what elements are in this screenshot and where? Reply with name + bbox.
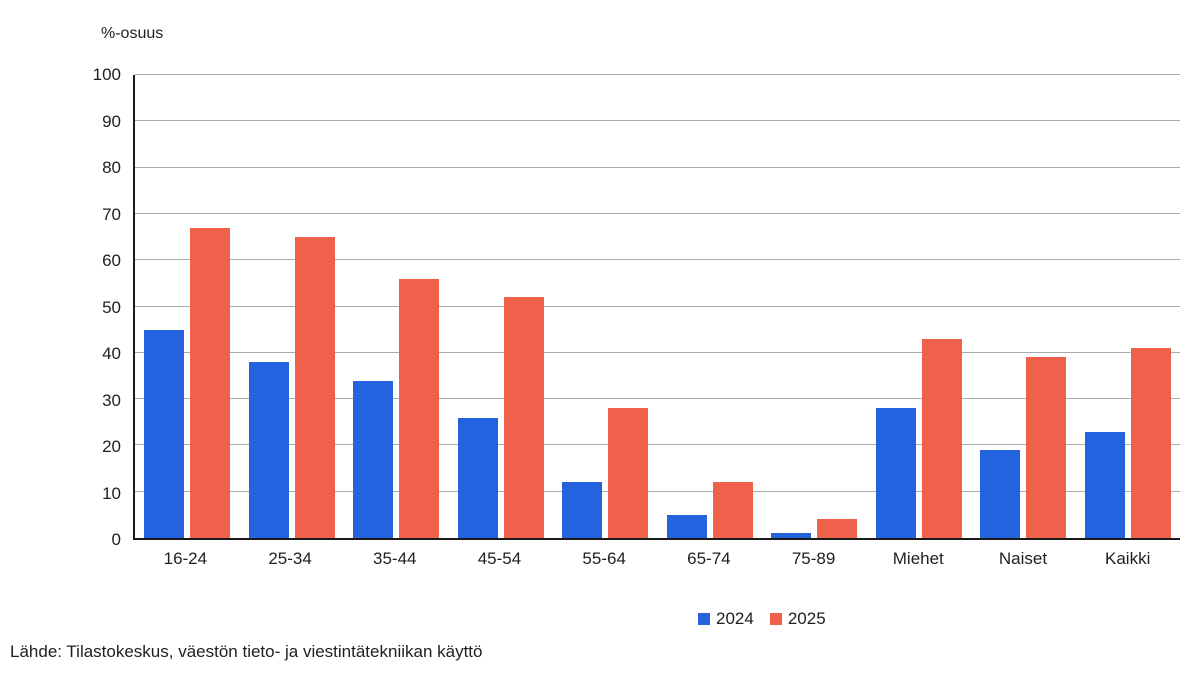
bar-group-45-54 (449, 75, 554, 538)
x-tick-label-55-64: 55-64 (582, 549, 626, 568)
x-axis-tick-labels: 16-24 25-34 35-44 45-54 55-64 65-74 75-89 Miehe… (133, 549, 1180, 569)
gridline (135, 166, 1180, 168)
x-tick-label-Miehet: Miehet (892, 549, 944, 568)
bar-2025-35-44 (399, 278, 440, 538)
bar-2024-65-74 (666, 514, 707, 538)
bar-2024-Naiset (980, 450, 1021, 538)
source-note: Lähde: Tilastokeskus, väestön tieto- ja … (10, 642, 483, 661)
bar-2025-16-24 (190, 227, 231, 538)
bar-group-Naiset (971, 75, 1076, 538)
y-tick-label: 70 (102, 204, 121, 224)
bar-2025-Kaikki (1130, 348, 1171, 538)
y-tick-label: 40 (102, 344, 121, 363)
legend-label: 2025 (787, 609, 826, 628)
bar-2025-25-34 (294, 237, 335, 538)
bar-group-16-24 (135, 75, 240, 538)
gridline (135, 305, 1180, 307)
bar-2024-25-34 (248, 362, 289, 538)
x-tick-label-35-44: 35-44 (373, 549, 417, 568)
x-tick-label-45-54: 45-54 (477, 549, 522, 568)
plot-area (133, 74, 1180, 540)
bar-group-75-89 (762, 75, 867, 538)
bar-2024-Miehet (875, 408, 916, 538)
y-tick-label: 60 (102, 251, 121, 270)
y-tick-label: 30 (102, 390, 121, 410)
bar-2024-35-44 (353, 380, 394, 538)
bars-layer (135, 75, 1180, 538)
gridline (135, 120, 1180, 122)
bar-group-65-74 (658, 75, 763, 538)
x-tick-label-65-74: 65-74 (687, 549, 731, 568)
gridline (135, 74, 1180, 75)
gridline (135, 212, 1180, 214)
y-tick-label: 50 (102, 297, 121, 317)
bar-group-Miehet (867, 75, 972, 538)
y-tick-label: 80 (102, 158, 121, 177)
bar-2025-Miehet (921, 338, 962, 538)
bar-2025-Naiset (1026, 357, 1067, 538)
y-tick-label: 0 (111, 530, 121, 549)
bar-2024-45-54 (457, 417, 498, 538)
x-tick-label-Kaikki: Kaikki (1105, 549, 1151, 568)
y-axis-title: %-osuus (101, 25, 164, 42)
x-tick-label-75-89: 75-89 (791, 549, 836, 568)
y-tick-label: 100 (92, 65, 121, 84)
legend-swatch-icon (769, 613, 782, 625)
bar-group-35-44 (344, 75, 449, 538)
gridline (135, 490, 1180, 492)
x-tick-label-Naiset: Naiset (998, 549, 1048, 568)
x-tick-label-25-34: 25-34 (268, 549, 312, 568)
bar-group-Kaikki (1076, 75, 1181, 538)
y-tick-label: 20 (102, 437, 121, 456)
bar-2024-16-24 (144, 329, 185, 538)
gridline (135, 398, 1180, 400)
bar-group-25-34 (240, 75, 345, 538)
legend-swatch-icon (698, 613, 710, 625)
x-tick-label-16-24: 16-24 (163, 549, 208, 568)
bar-2024-75-89 (771, 533, 812, 538)
gridline (135, 259, 1180, 261)
gridline (135, 444, 1180, 446)
y-tick-label: 90 (102, 111, 121, 131)
bar-2024-55-64 (562, 482, 603, 538)
bar-2025-75-89 (817, 519, 858, 538)
bar-group-55-64 (553, 75, 658, 538)
legend: 2024 2025 (698, 609, 826, 629)
y-tick-label: 10 (102, 483, 121, 503)
legend-item-2025: 2025 (769, 609, 826, 629)
bar-2025-55-64 (608, 408, 649, 538)
bar-2025-65-74 (712, 482, 753, 538)
gridline (135, 351, 1180, 353)
bar-2025-45-54 (503, 297, 544, 538)
legend-item-2024: 2024 (698, 609, 754, 629)
legend-label: 2024 (716, 609, 754, 628)
bar-2024-Kaikki (1084, 431, 1125, 538)
